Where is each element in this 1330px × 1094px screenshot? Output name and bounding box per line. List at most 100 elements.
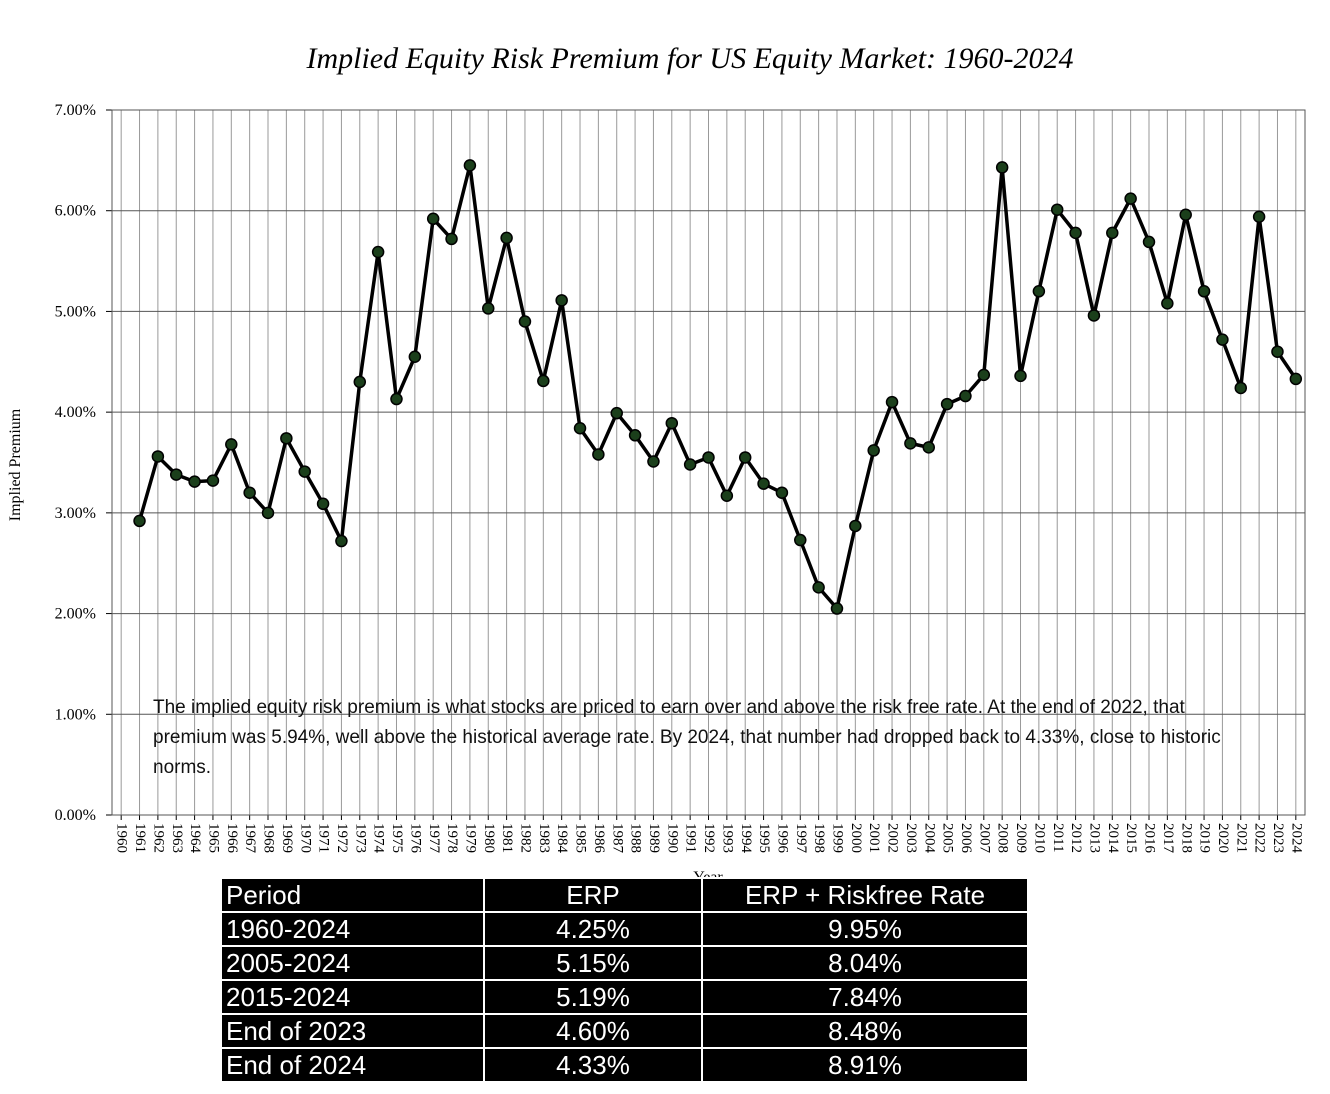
data-point [280, 432, 293, 445]
x-tick-label: 1998 [811, 823, 827, 853]
data-point [757, 477, 770, 490]
x-tick-label: 2011 [1050, 823, 1066, 852]
table-cell: 4.33% [483, 1047, 703, 1083]
y-tick-label: 4.00% [55, 404, 96, 421]
table-cell: 8.48% [701, 1013, 1029, 1049]
x-tick-label: 2017 [1160, 823, 1176, 854]
x-tick-label: 1973 [352, 823, 368, 853]
x-tick-label: 1989 [646, 823, 662, 853]
x-tick-label: 2015 [1123, 823, 1139, 853]
x-tick-label: 2018 [1178, 823, 1194, 853]
y-tick-label: 5.00% [55, 303, 96, 320]
data-point [555, 294, 568, 307]
x-tick-label: 1967 [242, 823, 258, 854]
data-point [206, 474, 220, 487]
x-tick-label: 2003 [903, 823, 919, 853]
x-tick-label: 1991 [683, 823, 699, 853]
table-cell: 8.04% [701, 945, 1029, 981]
x-tick-label: 1975 [389, 823, 405, 853]
data-point [1179, 208, 1192, 221]
data-point [812, 581, 825, 594]
table-cell: Period [220, 877, 485, 913]
y-tick-label: 1.00% [55, 706, 96, 723]
x-tick-label: 1981 [499, 823, 515, 853]
x-tick-label: 2020 [1215, 823, 1231, 853]
data-point [1289, 372, 1303, 386]
data-point [959, 389, 972, 403]
data-point [1069, 226, 1082, 240]
x-tick-label: 1983 [536, 823, 552, 853]
data-point [445, 232, 458, 246]
data-point [1252, 210, 1266, 224]
data-point [261, 506, 275, 520]
data-point [775, 486, 789, 499]
x-tick-label: 1961 [132, 823, 148, 853]
data-point [1087, 309, 1101, 322]
x-tick-label: 1963 [169, 823, 185, 853]
data-point [133, 514, 146, 528]
x-tick-label: 2001 [866, 823, 882, 853]
data-point [665, 416, 679, 430]
x-tick-label: 2009 [1013, 823, 1029, 853]
data-point [335, 534, 348, 548]
data-point [500, 231, 513, 245]
table-cell: 4.60% [483, 1013, 703, 1049]
x-tick-label: 1971 [316, 823, 332, 853]
y-axis-label: Implied Premium [7, 408, 24, 521]
data-point [298, 465, 311, 478]
data-point [1142, 235, 1156, 249]
x-tick-label: 2007 [976, 823, 992, 854]
data-point [463, 159, 477, 172]
table-row: Period ERP ERP + Riskfree Rate [220, 877, 1029, 913]
data-point [1216, 333, 1229, 346]
data-point [977, 368, 991, 382]
x-tick-label: 1965 [206, 823, 222, 853]
table-cell: ERP + Riskfree Rate [701, 877, 1029, 913]
x-tick-label: 1966 [224, 823, 240, 854]
table-row: 1960-2024 4.25% 9.95% [220, 911, 1029, 947]
data-point [169, 468, 183, 481]
x-tick-label: 1977 [426, 823, 442, 854]
data-point [353, 375, 367, 389]
table-cell: 8.91% [701, 1047, 1029, 1083]
table-cell: 1960-2024 [220, 911, 485, 947]
data-point [1197, 285, 1211, 298]
data-point [1032, 285, 1046, 298]
x-tick-label: 1984 [554, 823, 570, 854]
x-tick-label: 1992 [701, 823, 717, 853]
data-point [1050, 203, 1064, 216]
data-point [867, 444, 880, 457]
plot-frame [111, 109, 1306, 816]
data-point [849, 519, 862, 533]
data-point [316, 497, 330, 511]
x-tick-label: 1995 [756, 823, 772, 853]
x-tick-label: 1964 [187, 823, 203, 854]
x-tick-label: 1978 [444, 823, 460, 853]
data-line [137, 163, 1298, 611]
annotation: The implied equity risk premium is what … [153, 697, 1221, 778]
x-tick-label: 1993 [719, 823, 735, 853]
data-point [518, 315, 532, 328]
chart-title: Implied Equity Risk Premium for US Equit… [305, 42, 1073, 75]
x-tick-label: 1976 [407, 823, 423, 854]
x-tick-label: 2004 [921, 823, 937, 854]
data-point [610, 406, 623, 420]
x-tick-label: 2019 [1197, 823, 1213, 853]
data-point [151, 450, 165, 463]
data-point [940, 397, 954, 411]
data-point [573, 422, 587, 435]
x-tick-label: 1994 [738, 823, 754, 854]
data-point [390, 392, 403, 406]
data-point [1161, 297, 1174, 310]
data-point [702, 451, 715, 464]
x-tick-label: 2016 [1142, 823, 1158, 854]
data-point [188, 475, 201, 488]
data-point [1124, 192, 1137, 205]
x-tick-label: 1980 [481, 823, 497, 853]
table-cell: 9.95% [701, 911, 1029, 947]
data-point [794, 533, 807, 547]
data-point [537, 374, 550, 388]
table-cell: 5.19% [483, 979, 703, 1015]
data-point [1234, 381, 1248, 395]
